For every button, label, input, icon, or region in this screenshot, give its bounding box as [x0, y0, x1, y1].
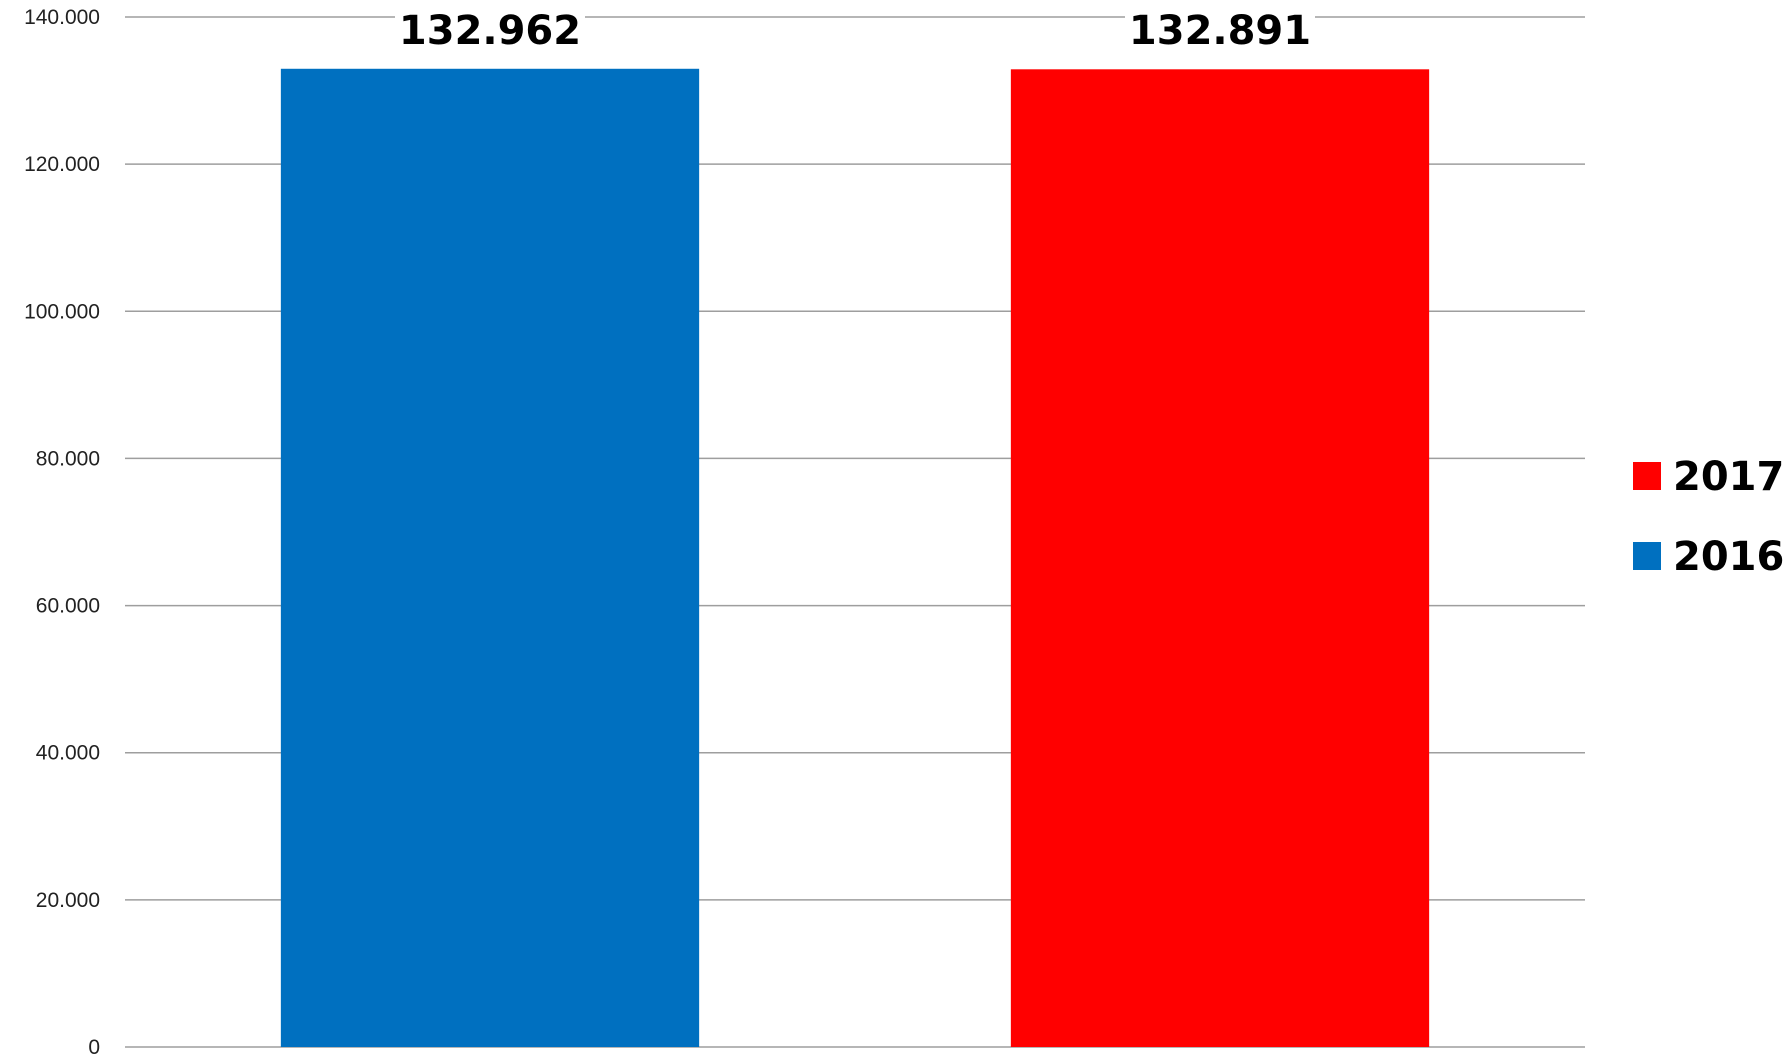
- data-label: 132.891: [1129, 8, 1311, 54]
- legend-swatch-2017: [1633, 462, 1661, 490]
- data-label-background: [1125, 5, 1315, 45]
- data-label: 132.962: [399, 8, 581, 54]
- legend-label-2017: 2017: [1673, 454, 1784, 500]
- data-label-background: [395, 5, 585, 45]
- y-axis-tick-labels: 0 20.000 40.000 60.000 80.000 100.000 120.000 1…: [24, 6, 100, 1058]
- y-tick-label: 0: [88, 1036, 100, 1058]
- y-tick-label: 20.000: [36, 889, 100, 912]
- y-tick-label: 60.000: [36, 595, 100, 618]
- legend: 2017 2016: [1633, 454, 1784, 580]
- y-tick-label: 80.000: [36, 447, 100, 470]
- data-labels: 132.962 132.891: [395, 5, 1315, 54]
- y-tick-label: 100.000: [24, 300, 100, 323]
- y-tick-label: 120.000: [24, 153, 100, 176]
- bars: [280, 68, 1430, 1048]
- legend-swatch-2016: [1633, 542, 1661, 570]
- y-tick-label: 40.000: [36, 742, 100, 765]
- y-tick-label: 140.000: [24, 6, 100, 29]
- legend-label-2016: 2016: [1673, 534, 1784, 580]
- bar-2016: [280, 68, 700, 1048]
- bar-2017: [1010, 69, 1430, 1047]
